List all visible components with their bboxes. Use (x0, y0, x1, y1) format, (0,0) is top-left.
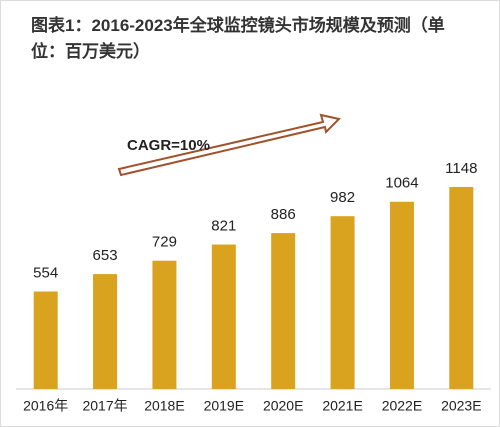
value-label: 982 (330, 189, 355, 206)
bar (152, 260, 177, 389)
bar (271, 233, 296, 389)
x-tick-label: 2016年 (23, 398, 68, 414)
bar (449, 187, 474, 389)
value-label: 1064 (385, 175, 418, 192)
value-label: 729 (152, 234, 177, 251)
x-tick-label: 2023E (441, 398, 481, 414)
x-tick-label: 2021E (322, 398, 362, 414)
x-tick-label: 2020E (263, 398, 303, 414)
bar (33, 291, 58, 389)
x-tick-label: 2018E (144, 398, 184, 414)
x-tick-label: 2022E (382, 398, 422, 414)
cagr-arrow (117, 113, 341, 177)
bar (211, 244, 236, 389)
value-label: 821 (211, 218, 236, 235)
value-label: 886 (271, 206, 296, 223)
annotation: CAGR=10% (127, 137, 210, 154)
bar (330, 216, 355, 389)
bar (93, 274, 118, 389)
chart-title: 图表1：2016-2023年全球监控镜头市场规模及预测（单位：百万美元） (31, 16, 445, 61)
value-label: 653 (93, 247, 118, 264)
value-label: 554 (33, 264, 58, 281)
bar (389, 201, 414, 389)
value-label: 1148 (445, 160, 477, 177)
x-tick-label: 2019E (204, 398, 244, 414)
x-tick-label: 2017年 (82, 398, 127, 414)
